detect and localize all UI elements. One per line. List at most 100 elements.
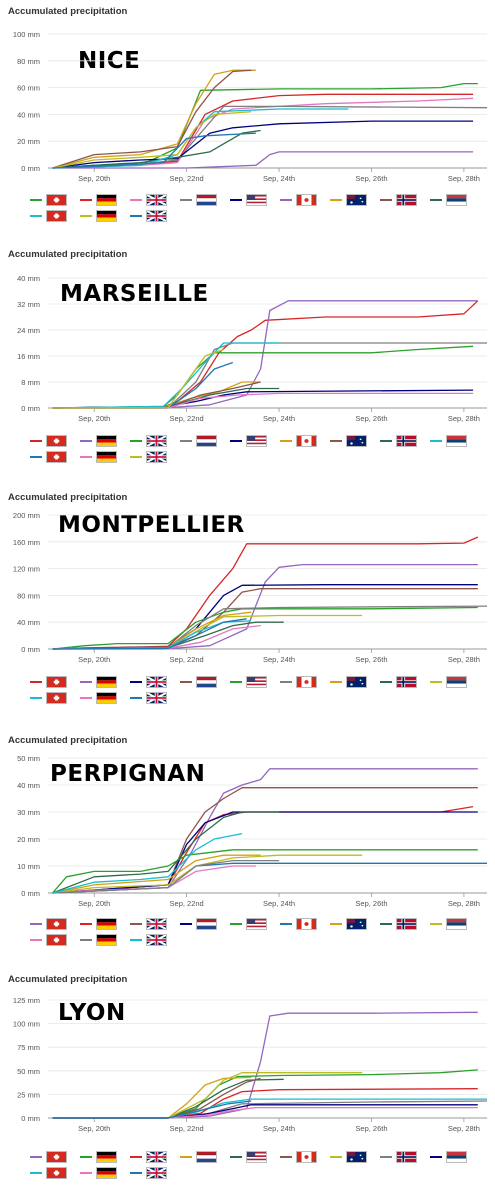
legend-item[interactable] [80,675,128,689]
series-line[interactable] [52,111,252,169]
legend-item[interactable] [380,193,428,207]
series-line[interactable] [52,849,478,894]
legend-item[interactable] [130,1166,178,1180]
series-line[interactable] [52,787,478,894]
legend-item[interactable] [80,1150,128,1164]
series-line[interactable] [52,606,478,650]
legend-item[interactable] [280,1150,328,1164]
legend-item[interactable] [80,450,128,464]
series-line[interactable] [52,392,474,409]
series-line[interactable] [52,859,280,894]
legend-item[interactable] [430,1150,478,1164]
legend-item[interactable] [80,434,128,448]
legend-item[interactable] [280,193,328,207]
series-line[interactable] [52,93,474,169]
legend-item[interactable] [130,1150,178,1164]
legend-item[interactable] [30,209,78,223]
legend-item[interactable] [230,193,278,207]
legend-item[interactable] [230,675,278,689]
series-line[interactable] [52,1106,478,1119]
legend-item[interactable] [30,917,78,931]
series-line[interactable] [52,1100,252,1119]
legend-item[interactable] [380,434,428,448]
series-line[interactable] [52,832,243,894]
legend-item[interactable] [30,450,78,464]
legend-item[interactable] [30,1150,78,1164]
legend-item[interactable] [130,691,178,705]
series-line[interactable] [52,854,363,894]
legend-item[interactable] [430,675,478,689]
legend-item[interactable] [280,675,328,689]
legend-item[interactable] [230,917,278,931]
series-line[interactable] [52,348,224,409]
legend-item[interactable] [80,691,128,705]
legend-item[interactable] [180,675,228,689]
legend-item[interactable] [180,917,228,931]
legend-item[interactable] [30,675,78,689]
legend-item[interactable] [230,434,278,448]
series-line[interactable] [52,1072,363,1119]
series-line[interactable] [52,536,479,650]
legend-item[interactable] [80,917,128,931]
series-line[interactable] [52,82,478,169]
series-line[interactable] [52,588,478,650]
legend-item[interactable] [30,933,78,947]
legend-item[interactable] [80,933,128,947]
series-line[interactable] [52,1104,478,1119]
legend-item[interactable] [180,1150,228,1164]
series-line[interactable] [52,620,252,650]
series-line[interactable] [52,605,488,650]
legend-item[interactable] [130,450,178,464]
series-line[interactable] [52,97,474,169]
series-line[interactable] [52,811,280,894]
series-line[interactable] [52,132,256,169]
legend-item[interactable] [380,675,428,689]
legend-item[interactable] [180,434,228,448]
legend-item[interactable] [430,193,478,207]
legend-item[interactable] [130,675,178,689]
legend-item[interactable] [80,1166,128,1180]
legend-item[interactable] [130,917,178,931]
series-line[interactable] [52,1100,488,1119]
legend-item[interactable] [180,193,228,207]
series-line[interactable] [52,69,256,169]
series-line[interactable] [52,381,261,409]
legend-item[interactable] [230,1150,278,1164]
legend-item[interactable] [430,917,478,931]
series-line[interactable] [52,584,478,650]
series-line[interactable] [52,342,280,409]
legend-item[interactable] [130,933,178,947]
legend-item[interactable] [130,209,178,223]
legend-item[interactable] [380,1150,428,1164]
legend-item[interactable] [330,917,378,931]
series-line[interactable] [52,614,363,650]
series-line[interactable] [52,768,478,894]
legend-item[interactable] [330,675,378,689]
series-line[interactable] [52,1069,478,1119]
series-line[interactable] [52,854,261,894]
legend-item[interactable] [30,691,78,705]
series-line[interactable] [52,361,234,409]
legend-item[interactable] [30,1166,78,1180]
legend-item[interactable] [80,193,128,207]
series-line[interactable] [52,300,478,409]
legend-item[interactable] [30,434,78,448]
legend-item[interactable] [30,193,78,207]
legend-item[interactable] [330,1150,378,1164]
legend-item[interactable] [380,917,428,931]
series-line[interactable] [52,69,252,169]
legend-item[interactable] [130,434,178,448]
series-line[interactable] [52,120,474,169]
legend-item[interactable] [280,917,328,931]
legend-item[interactable] [280,434,328,448]
series-line[interactable] [52,618,247,650]
legend-item[interactable] [330,434,378,448]
legend-item[interactable] [80,209,128,223]
legend-item[interactable] [330,193,378,207]
series-line[interactable] [52,151,474,169]
legend-item[interactable] [430,434,478,448]
series-line[interactable] [52,563,478,650]
series-line[interactable] [52,381,261,409]
series-line[interactable] [52,108,349,169]
legend-item[interactable] [130,193,178,207]
